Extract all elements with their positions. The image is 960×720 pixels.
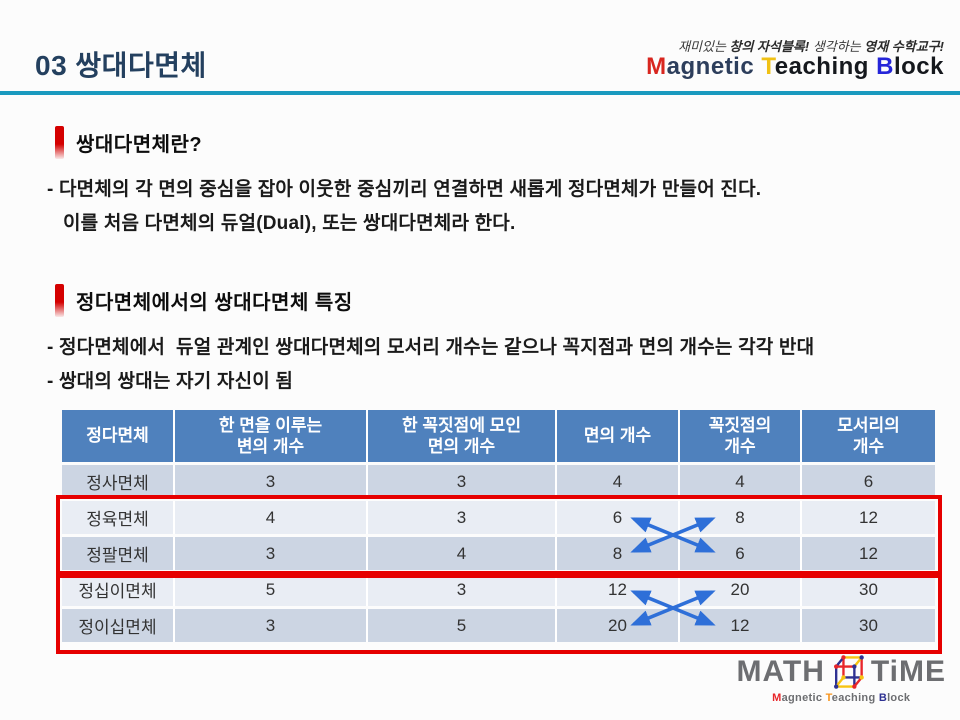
body-line: - 다면체의 각 면의 중심을 잡아 이웃한 중심끼리 연결하면 새롭게 정다면…	[47, 179, 762, 200]
tagline-seg: 재미있는	[678, 39, 730, 54]
column-header: 정다면체	[62, 410, 175, 462]
logo-sub-word: lock	[887, 692, 911, 704]
table-cell: 4	[680, 465, 802, 498]
magnetic-cube-icon	[833, 655, 864, 689]
brand-letter-b: B	[876, 53, 894, 80]
table-cell: 4	[368, 537, 557, 570]
column-header: 면의 개수	[557, 410, 680, 462]
section-heading-dual-properties: 정다면체에서의 쌍대다면체 특징	[55, 284, 353, 317]
tagline-seg-bold: 창의 자석블록!	[729, 39, 810, 54]
math-time-logo: MATH	[736, 650, 946, 704]
table-header-row: 정다면체 한 면을 이루는 변의 개수 한 꼭짓점에 모인 면의 개수 면의 개…	[62, 410, 935, 462]
logo-sub-word: agnetic	[781, 692, 826, 704]
table-row: 정이십면체 3 5 20 12 30	[62, 609, 935, 642]
brand-letter-t: T	[761, 53, 775, 80]
brand-word: lock	[893, 53, 944, 80]
section-heading-dual-definition: 쌍대다면체란?	[55, 126, 202, 159]
table-cell: 정육면체	[62, 501, 175, 534]
section-label: 정다면체에서의 쌍대다면체 특징	[76, 292, 353, 314]
logo-row: MATH	[736, 650, 946, 694]
section-label: 쌍대다면체란?	[76, 134, 203, 156]
table-cell: 정이십면체	[62, 609, 175, 642]
logo-math-text: MATH	[736, 655, 825, 688]
table-cell: 3	[175, 465, 368, 498]
table-row: 정육면체 4 3 6 8 12	[62, 501, 935, 534]
page-title: 03 쌍대다면체	[35, 50, 207, 81]
highlight-box-dodeca-icosahedron	[56, 574, 942, 654]
brand-letter-m: M	[646, 53, 667, 80]
table-cell: 3	[368, 573, 557, 606]
brand-word: agnetic	[666, 53, 762, 80]
table-cell: 5	[175, 573, 368, 606]
table-cell: 30	[802, 609, 935, 642]
table-cell: 3	[175, 537, 368, 570]
brand-tagline: 재미있는 창의 자석블록! 생각하는 영재 수학교구!	[678, 36, 944, 55]
column-header: 한 꼭짓점에 모인 면의 개수	[368, 410, 557, 462]
table-cell: 30	[802, 573, 935, 606]
body-line: - 정다면체에서 듀얼 관계인 쌍대다면체의 모서리 개수는 같으나 꼭지점과 …	[47, 337, 815, 358]
table-row: 정사면체 3 3 4 4 6	[62, 465, 935, 498]
table-cell: 정팔면체	[62, 537, 175, 570]
header-divider-rule	[0, 91, 960, 95]
logo-sub-letter-m: M	[772, 692, 782, 704]
column-header: 모서리의 개수	[837, 415, 900, 456]
table-cell: 4	[557, 465, 680, 498]
logo-time-text: TiME	[870, 655, 946, 688]
brand-word: eaching	[774, 53, 877, 80]
logo-sub-letter-t: T	[825, 692, 832, 704]
table-cell: 4	[175, 501, 368, 534]
highlight-box-cube-octahedron	[56, 495, 942, 575]
red-bar-icon	[55, 126, 64, 159]
table-cell: 3	[368, 465, 557, 498]
table-cell: 정사면체	[62, 465, 175, 498]
logo-sub-word: eaching	[831, 692, 879, 704]
logo-subtitle: Magnetic Teaching Block	[736, 692, 946, 704]
table-cell: 12	[802, 501, 935, 534]
column-header: 한 면을 이루는 변의 개수	[175, 410, 368, 462]
table-cell: 3	[368, 501, 557, 534]
brand-logotype: Magnetic Teaching Block	[646, 53, 944, 81]
logo-sub-letter-b: B	[878, 692, 888, 704]
table-cell: 6	[802, 465, 935, 498]
tagline-seg: 생각하는	[809, 39, 865, 54]
table-cell: 정십이면체	[62, 573, 175, 606]
tagline-seg-bold: 영재 수학교구!	[864, 39, 944, 54]
body-line: - 쌍대의 쌍대는 자기 자신이 됨	[47, 371, 294, 392]
column-header: 꼭짓점의 개수	[680, 410, 802, 462]
body-line: 이를 처음 다면체의 듀얼(Dual), 또는 쌍대다면체라 한다.	[63, 213, 516, 234]
table-cell: 5	[368, 609, 557, 642]
table-cell: 12	[802, 537, 935, 570]
red-bar-icon	[55, 284, 64, 317]
table-row: 정십이면체 5 3 12 20 30	[62, 573, 935, 606]
table-cell: 3	[175, 609, 368, 642]
